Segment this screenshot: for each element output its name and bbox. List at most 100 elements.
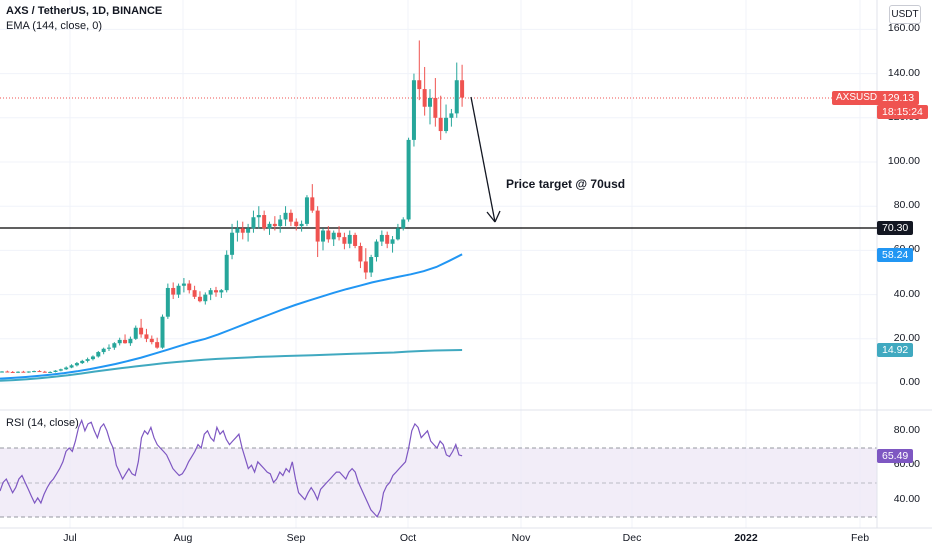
candle-body <box>187 283 192 291</box>
symbol-tag: AXSUSDT <box>832 91 888 105</box>
rsi-legend[interactable]: RSI (14, close) <box>6 417 79 429</box>
ema-slow-tag: 14.92 <box>877 343 914 357</box>
candle <box>74 362 79 367</box>
candle <box>304 195 309 227</box>
candle-body <box>203 294 208 302</box>
candle-body <box>21 371 26 373</box>
candle <box>347 230 352 249</box>
target-line-tag: 70.30 <box>877 221 914 235</box>
candle <box>64 366 69 370</box>
target-arrow[interactable] <box>470 96 501 223</box>
candle <box>197 291 202 303</box>
candle-body <box>96 352 101 357</box>
countdown-tag: 18:15:24 <box>877 105 928 119</box>
candle-body <box>374 241 379 258</box>
candle-body <box>288 212 293 222</box>
candle-body <box>406 139 411 220</box>
candle <box>37 370 42 373</box>
candle <box>133 325 138 340</box>
candle-body <box>133 327 138 339</box>
candle-body <box>208 290 213 295</box>
candle <box>58 368 63 372</box>
candle-body <box>176 285 181 295</box>
candle <box>272 216 277 231</box>
candle-body <box>230 232 235 255</box>
time-tick-label: Sep <box>286 532 306 544</box>
candle <box>214 286 218 297</box>
candle-body <box>219 290 224 293</box>
candle <box>411 73 416 147</box>
candle-body <box>267 223 272 229</box>
candle <box>224 250 229 293</box>
grid-layer <box>0 0 877 528</box>
candle <box>230 223 235 260</box>
candle-body <box>235 228 240 233</box>
candle-body <box>123 339 128 344</box>
candle-body <box>262 215 267 229</box>
candle <box>208 287 213 301</box>
candle <box>69 364 74 369</box>
candle <box>256 206 261 229</box>
target-arrow-head-right <box>494 210 501 223</box>
candle-body <box>428 97 432 107</box>
candle-body <box>321 230 325 242</box>
candle <box>5 370 10 373</box>
price-tick-label: 20.00 <box>893 331 920 344</box>
candle-body <box>69 365 74 368</box>
candle-body <box>379 234 384 242</box>
candle-body <box>117 339 122 344</box>
candle <box>310 184 315 213</box>
candle-body <box>155 342 160 348</box>
candle-body <box>224 254 229 291</box>
candle <box>139 318 144 338</box>
candle-body <box>278 219 283 227</box>
candle <box>406 137 411 222</box>
candle <box>117 337 122 346</box>
candle <box>342 232 347 250</box>
candle <box>21 370 26 373</box>
price-tick-label: 80.00 <box>893 199 920 212</box>
candle <box>149 335 154 345</box>
candle-body <box>294 221 299 227</box>
candle <box>374 239 379 262</box>
candle-body <box>214 290 218 293</box>
currency-button[interactable]: USDT <box>889 5 921 24</box>
candle <box>165 283 170 319</box>
candle <box>278 215 283 233</box>
candle-body <box>310 197 315 211</box>
candle-body <box>192 290 197 297</box>
candle <box>251 210 256 233</box>
last-price-tag: 129.13 <box>877 91 920 105</box>
candle-body <box>37 371 42 373</box>
candle <box>326 226 331 243</box>
candle <box>315 206 320 258</box>
candle <box>433 78 438 127</box>
candle-body <box>251 217 256 229</box>
candle <box>42 370 47 373</box>
candle <box>401 217 406 231</box>
candle <box>90 355 95 361</box>
candle-body <box>299 223 304 227</box>
candle-body <box>417 80 422 90</box>
time-tick-label: 2022 <box>734 532 758 544</box>
candle-body <box>283 212 288 220</box>
ema-legend[interactable]: EMA (144, close, 0) <box>6 20 102 32</box>
candle-body <box>101 348 106 353</box>
price-tick-label: 160.00 <box>887 22 920 35</box>
time-tick-label: Feb <box>850 532 870 544</box>
price-target-note[interactable]: Price target @ 70usd <box>506 177 626 191</box>
candle-body <box>58 369 63 371</box>
candle-body <box>460 80 465 98</box>
candle <box>246 223 251 242</box>
price-tick-label: 0.00 <box>899 376 920 388</box>
candle-body <box>347 234 352 244</box>
candle <box>101 347 106 355</box>
candle-body <box>449 113 454 118</box>
candle <box>181 278 186 293</box>
candle <box>192 285 197 300</box>
candle-body <box>331 232 336 240</box>
candle-body <box>411 80 416 140</box>
ema-fast-line <box>0 253 463 380</box>
candle-body <box>42 371 47 373</box>
